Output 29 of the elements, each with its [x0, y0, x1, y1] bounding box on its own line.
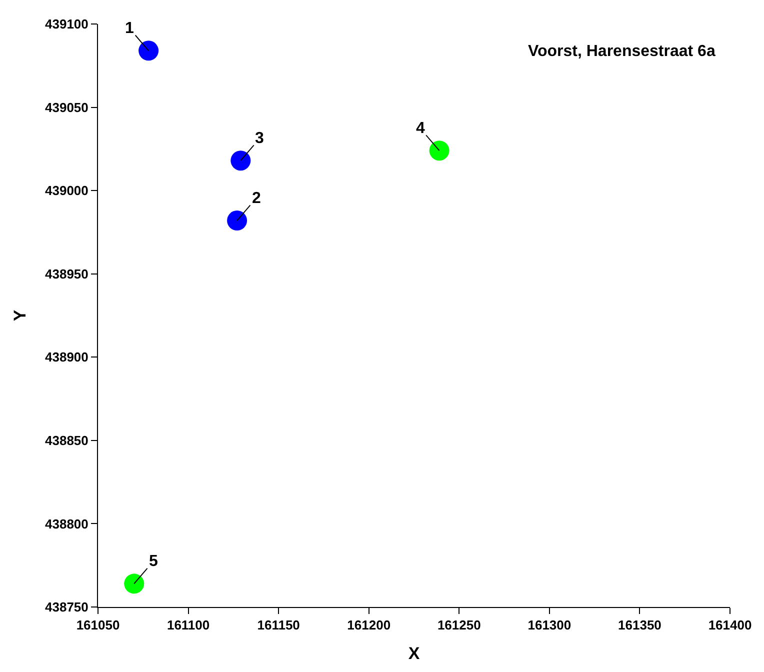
y-tick-label: 438950: [45, 266, 88, 282]
text: Voorst, Harensestraat 6a: [528, 43, 716, 60]
annotation: 1: [125, 20, 134, 37]
y-tick-label: 439050: [45, 100, 88, 115]
x-tick-label: 161050: [76, 618, 120, 633]
point: [429, 140, 450, 161]
x-tick-label: 161200: [347, 618, 391, 633]
point: [138, 40, 159, 61]
x-tick-label: 161300: [528, 618, 572, 633]
annotation: 2: [252, 190, 261, 207]
x-tick-label: 161250: [437, 618, 481, 633]
annotation: 5: [149, 553, 158, 570]
annotation: 3: [255, 130, 264, 147]
point: [230, 150, 251, 171]
x-tick-label: 161150: [257, 618, 300, 633]
y-tick-label: 439100: [45, 16, 88, 32]
x-axis-title: X: [408, 644, 420, 663]
annotation: 4: [416, 120, 425, 137]
x-tick-label: 161100: [166, 618, 210, 633]
y-tick-label: 438750: [45, 600, 88, 615]
y-tick-label: 439000: [45, 183, 88, 198]
y-tick-label: 438850: [45, 432, 88, 448]
point: [227, 210, 248, 231]
point: [124, 574, 144, 594]
y-tick-label: 438800: [45, 516, 88, 532]
x-tick-label: 161400: [708, 618, 752, 633]
x-tick-label: 161350: [618, 618, 662, 633]
y-tick-label: 438900: [45, 350, 88, 365]
y-axis-title: Y: [10, 309, 30, 322]
